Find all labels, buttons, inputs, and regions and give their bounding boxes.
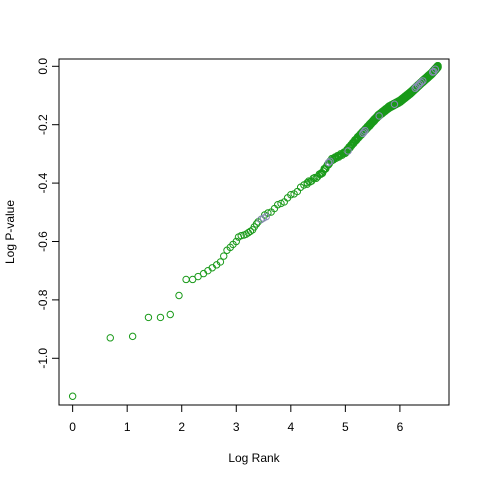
y-axis-label: Log P-value bbox=[3, 200, 17, 264]
data-point bbox=[360, 128, 368, 136]
y-tick-label: -0.4 bbox=[36, 172, 50, 193]
data-point bbox=[417, 78, 425, 87]
y-axis: -1.0 -0.8 -0.6 -0.4 -0.2 0.0 bbox=[36, 58, 60, 369]
data-point bbox=[156, 313, 165, 322]
x-tick-label: 2 bbox=[178, 420, 185, 434]
x-axis: 0 1 2 3 4 5 6 bbox=[69, 404, 404, 434]
data-point bbox=[419, 77, 427, 85]
data-point bbox=[252, 220, 261, 228]
data-point bbox=[175, 291, 183, 300]
data-point bbox=[246, 227, 255, 235]
data-point bbox=[274, 201, 282, 209]
data-point bbox=[344, 147, 352, 155]
data-point bbox=[68, 392, 77, 400]
y-tick-label: -1.0 bbox=[36, 348, 50, 369]
data-point bbox=[220, 252, 228, 260]
data-point bbox=[128, 332, 137, 341]
data-point bbox=[326, 157, 334, 165]
x-tick-label: 5 bbox=[342, 420, 349, 434]
data-point bbox=[390, 100, 399, 108]
data-point bbox=[182, 275, 190, 284]
data-point bbox=[431, 65, 440, 73]
series-purple-points bbox=[257, 65, 440, 224]
data-point bbox=[106, 334, 114, 342]
data-point bbox=[430, 67, 438, 76]
x-tick-label: 6 bbox=[397, 420, 404, 434]
data-point bbox=[361, 126, 369, 135]
data-point bbox=[262, 212, 270, 221]
y-tick-label: -0.2 bbox=[36, 114, 50, 135]
data-point bbox=[324, 158, 333, 167]
data-point bbox=[166, 310, 174, 319]
data-point bbox=[303, 179, 311, 187]
x-tick-label: 3 bbox=[233, 420, 240, 434]
x-axis-label: Log Rank bbox=[228, 451, 280, 465]
x-tick-label: 1 bbox=[124, 420, 131, 434]
data-point bbox=[375, 112, 383, 120]
y-tick-label: -0.6 bbox=[36, 231, 50, 252]
data-point bbox=[232, 237, 240, 246]
data-point bbox=[264, 209, 272, 217]
data-point bbox=[144, 313, 153, 322]
data-point bbox=[237, 231, 245, 240]
x-tick-label: 0 bbox=[69, 420, 76, 434]
data-point bbox=[216, 258, 225, 266]
series-green-points bbox=[68, 61, 442, 400]
y-tick-label: -0.8 bbox=[36, 289, 50, 310]
data-point bbox=[287, 191, 295, 199]
y-tick-label: 0.0 bbox=[36, 58, 50, 75]
x-tick-label: 4 bbox=[287, 420, 294, 434]
